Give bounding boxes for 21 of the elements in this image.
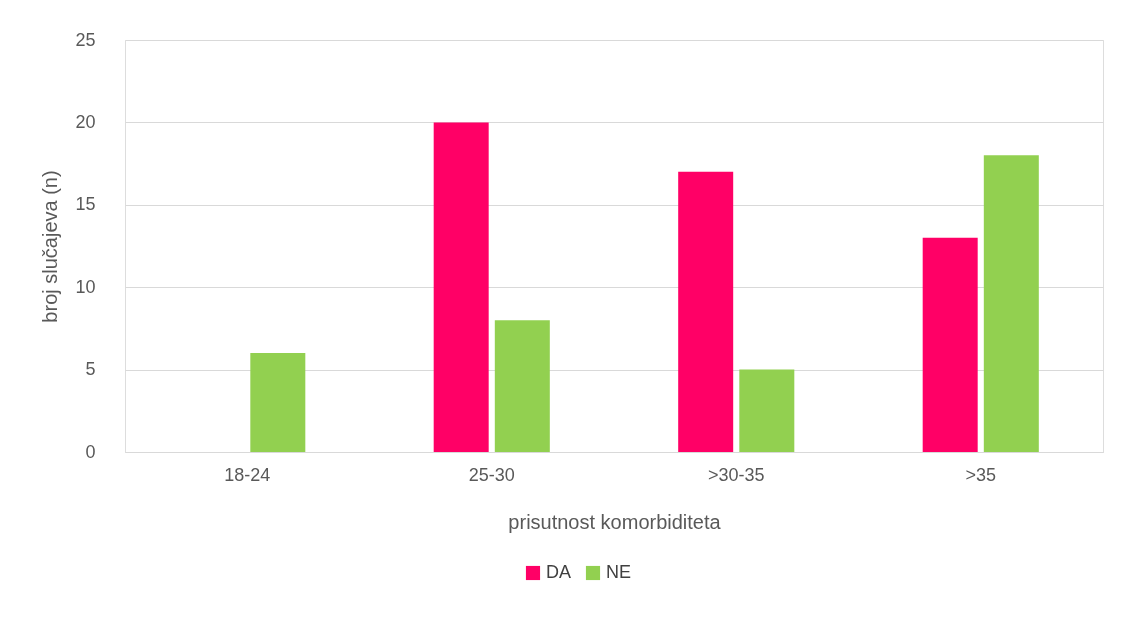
y-tick-label: 10 xyxy=(75,276,96,297)
y-tick-label: 0 xyxy=(85,441,96,462)
legend-label: NE xyxy=(606,562,632,582)
bar xyxy=(678,171,734,452)
x-tick-label: 18-24 xyxy=(224,464,271,485)
x-tick-label: 25-30 xyxy=(468,464,515,485)
x-axis-title: prisutnost komorbiditeta xyxy=(508,510,722,533)
legend-label: DA xyxy=(546,562,572,582)
bar xyxy=(250,353,306,452)
y-tick-label: 20 xyxy=(75,111,96,132)
y-tick-label: 5 xyxy=(85,359,96,380)
bar xyxy=(739,369,795,452)
bar xyxy=(922,237,978,452)
x-tick-label: >35 xyxy=(965,464,997,485)
bar xyxy=(494,320,550,452)
y-axis-title: broj slučajeva (n) xyxy=(39,170,62,323)
bar xyxy=(983,155,1039,452)
x-tick-label: >30-35 xyxy=(707,464,765,485)
bar xyxy=(433,122,489,452)
y-tick-label: 25 xyxy=(75,29,96,50)
y-tick-label: 15 xyxy=(75,194,96,215)
